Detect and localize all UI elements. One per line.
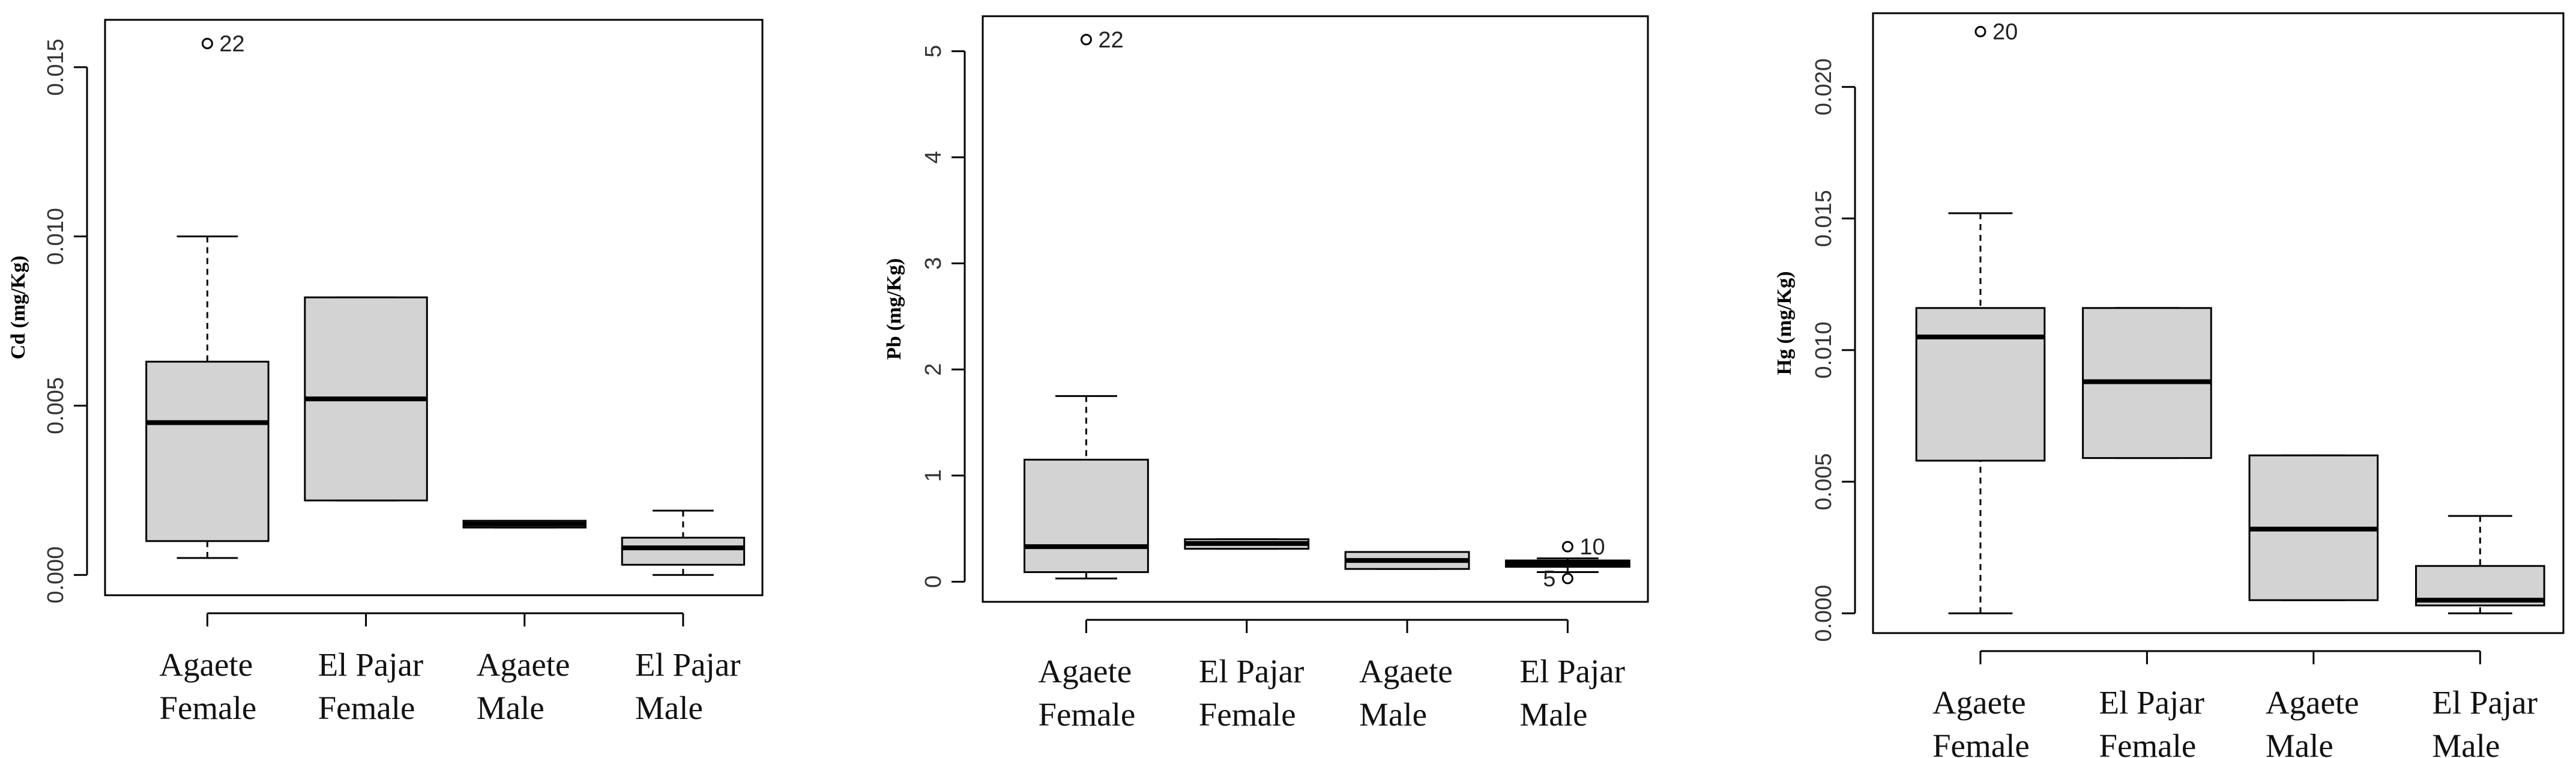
y-tick-label: 3 [921, 257, 946, 270]
y-axis-label: Hg (mg/Kg) [1773, 271, 1796, 375]
plot-frame [982, 15, 1649, 603]
x-tick-label: Agaete Female [159, 646, 257, 726]
x-tick-label: El Pajar Female [1198, 653, 1305, 733]
y-tick-label: 1 [921, 469, 946, 482]
x-tick-label: Agaete Male [1359, 653, 1453, 733]
x-tick-label: El Pajar Female [2099, 684, 2205, 758]
outlier-id: 20 [1992, 20, 2018, 45]
box [621, 536, 746, 566]
outlier [1561, 572, 1573, 584]
outlier-id: 10 [1579, 535, 1605, 560]
y-tick-label: 0.015 [43, 38, 68, 96]
box [1915, 307, 2046, 462]
y-axis-label: Pb (mg/Kg) [883, 258, 905, 360]
x-tick-label: El Pajar Female [318, 646, 424, 726]
outlier-id: 22 [1098, 28, 1123, 53]
y-axis-label: Cd (mg/Kg) [7, 256, 29, 360]
y-tick-label: 0.005 [1811, 453, 1836, 510]
box [1024, 458, 1149, 574]
x-tick-label: El Pajar Male [1519, 653, 1625, 733]
outlier [201, 37, 213, 49]
x-tick-label: Agaete Female [1932, 684, 2030, 758]
y-tick-label: 0.005 [43, 377, 68, 434]
y-tick-label: 2 [921, 363, 946, 376]
y-tick-label: 5 [921, 45, 946, 58]
outlier [1561, 541, 1573, 553]
plot-frame [104, 19, 764, 596]
x-tick-label: El Pajar Male [635, 646, 741, 726]
y-tick-label: 4 [921, 151, 946, 163]
x-tick-label: El Pajar Male [2432, 684, 2538, 758]
x-tick-label: Agaete Female [1038, 653, 1136, 733]
x-tick-label: Agaete Male [2265, 684, 2359, 758]
y-tick-label: 0 [921, 575, 946, 588]
outlier-id: 5 [1543, 566, 1555, 592]
plot-frame [1872, 12, 2565, 634]
x-tick-label: Agaete Male [476, 646, 570, 726]
y-tick-label: 0.000 [1811, 585, 1836, 642]
y-tick-label: 0.010 [43, 208, 68, 265]
box [145, 360, 270, 542]
outlier [1080, 34, 1092, 46]
outlier [1974, 26, 1986, 38]
y-tick-label: 0.010 [1811, 321, 1836, 378]
outlier-id: 22 [219, 31, 244, 56]
y-tick-label: 0.015 [1811, 190, 1836, 247]
y-tick-label: 0.000 [43, 547, 68, 604]
y-tick-label: 0.020 [1811, 58, 1836, 115]
